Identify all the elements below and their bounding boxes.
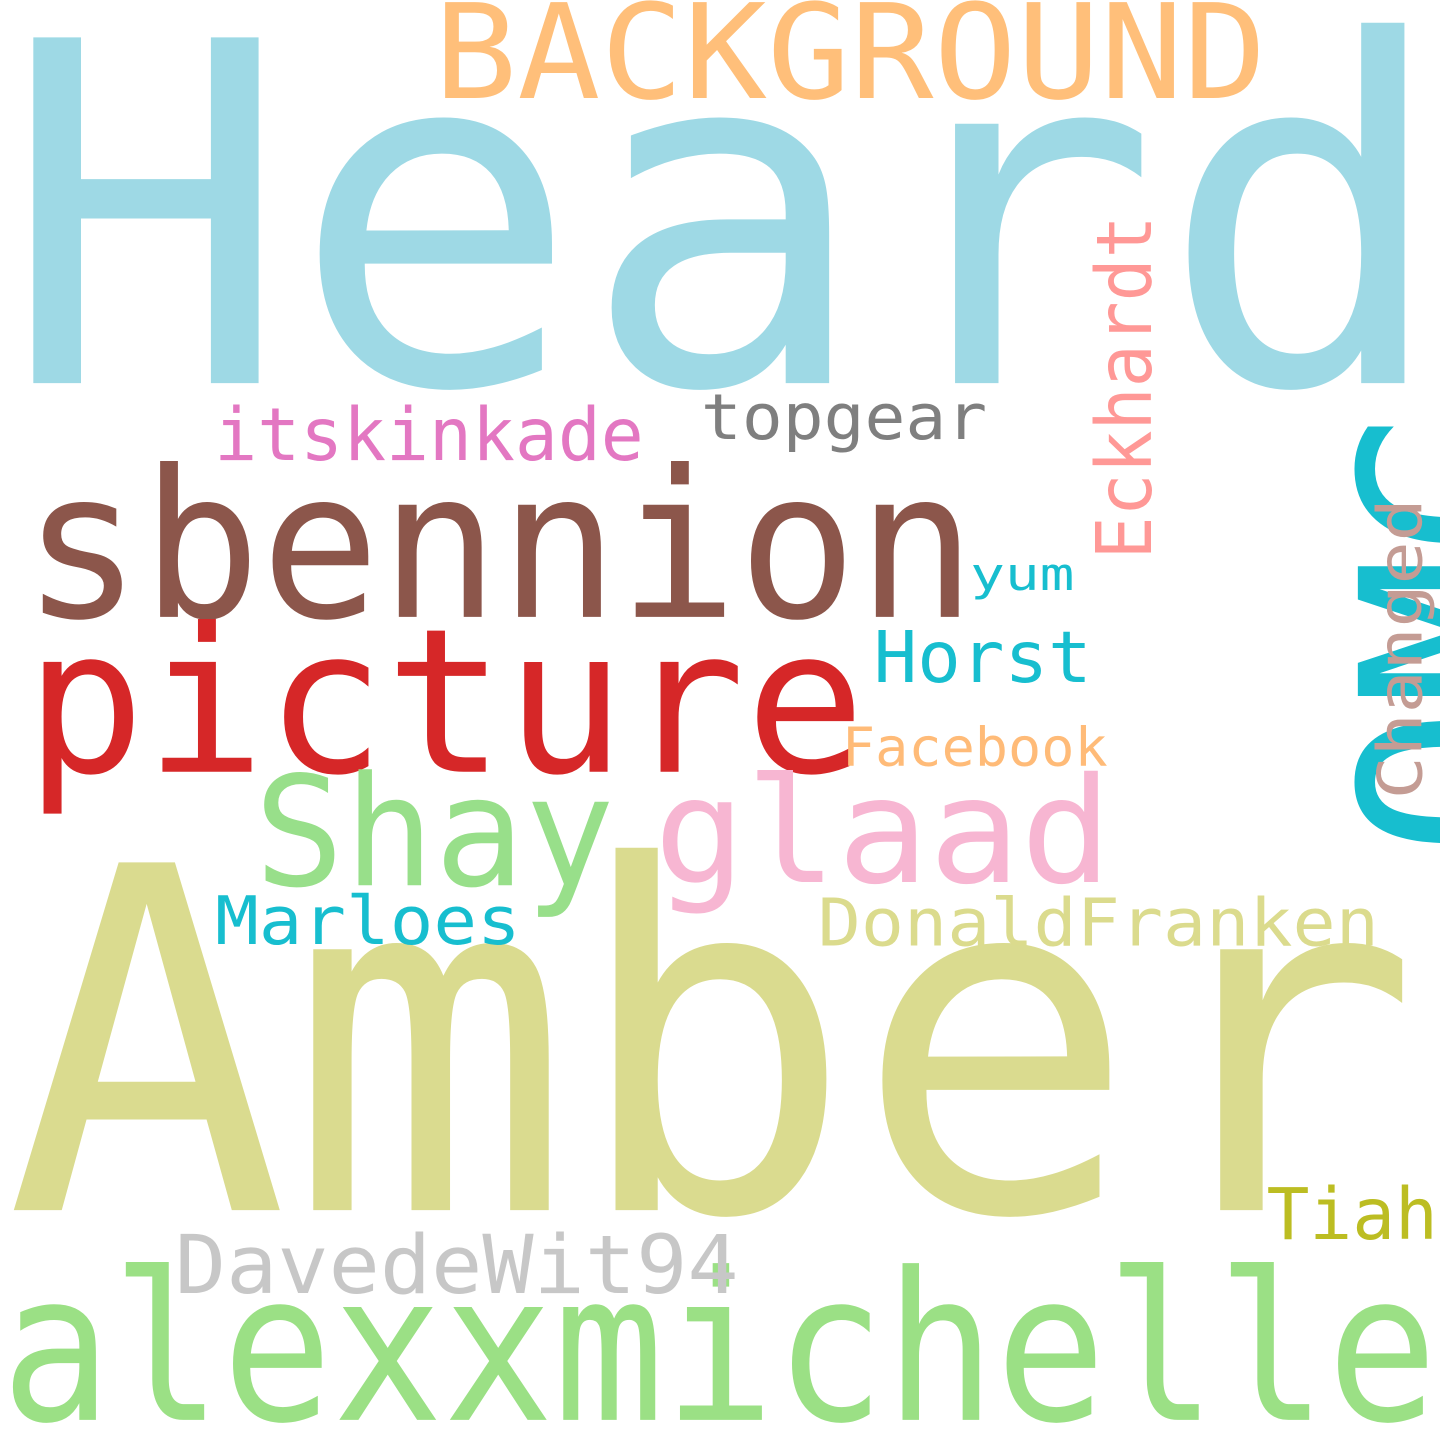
word-donaldfranken: DonaldFranken <box>817 884 1379 962</box>
word-facebook: Facebook <box>841 715 1108 779</box>
word-sbennion: sbennion <box>22 426 977 667</box>
word-picture: picture <box>25 584 866 821</box>
word-topgear: topgear <box>700 380 988 454</box>
word-itskinkade: itskinkade <box>214 392 644 478</box>
word-tiah: Tiah <box>1266 1172 1438 1257</box>
word-alexxmichelle: alexxmichelle <box>0 1227 1438 1440</box>
word-marloes: Marloes <box>215 882 521 960</box>
word-heard: Heard <box>1 0 1440 497</box>
word-yum: yum <box>970 547 1075 602</box>
word-horst: Horst <box>873 615 1092 700</box>
word-glaad: glaad <box>653 745 1113 918</box>
word-eckhardt: Eckhardt <box>1079 215 1170 560</box>
word-davedewit94: DavedeWit94 <box>174 1217 739 1313</box>
word-changed: Changed <box>1364 498 1437 800</box>
word-background: BACKGROUND <box>433 0 1267 130</box>
word-amber: Amber <box>5 766 1421 1325</box>
word-shay: Shay <box>254 743 615 922</box>
